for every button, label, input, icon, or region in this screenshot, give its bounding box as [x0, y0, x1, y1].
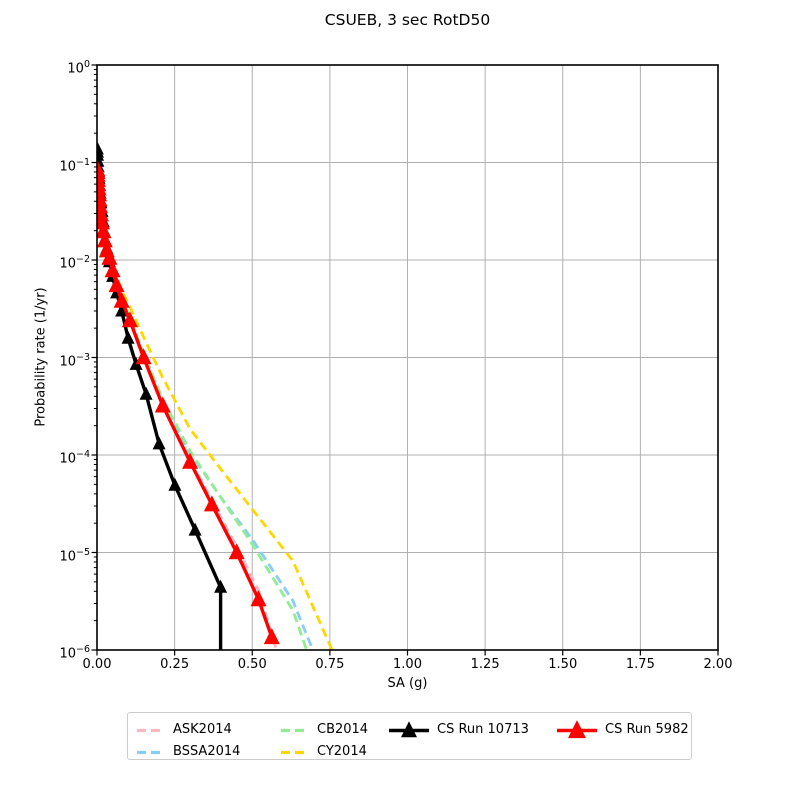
x-tick-label: 0.25 — [160, 657, 190, 672]
series-cb2014-line — [96, 171, 308, 651]
y-tick-label: 10−5 — [59, 546, 90, 564]
x-tick-label: 1.00 — [393, 657, 422, 672]
series-cs-run-10713-markers — [96, 141, 228, 593]
triangle-marker — [188, 522, 202, 536]
triangle-marker — [121, 311, 138, 328]
tick-marks — [91, 64, 719, 656]
triangle-marker — [101, 248, 118, 265]
legend-line-triangle-swatch — [389, 721, 429, 738]
x-tick-label: 0.75 — [315, 657, 345, 672]
series-bssa2014-line — [96, 172, 315, 651]
x-tick-label: 1.25 — [470, 657, 500, 672]
triangle-marker — [135, 348, 152, 365]
legend-entry-bssa2014: BSSA2014 — [135, 742, 240, 762]
triangle-marker — [96, 205, 109, 222]
x-tick-label: 0.00 — [82, 657, 112, 672]
x-tick-label: 1.50 — [548, 657, 578, 672]
legend-entry-cb2014: CB2014 — [279, 720, 368, 740]
x-axis-label: SA (g) — [387, 676, 428, 691]
triangle-marker — [182, 452, 199, 469]
triangle-marker — [113, 291, 130, 308]
x-tick-label: 0.50 — [237, 657, 267, 672]
triangle-marker — [96, 222, 112, 239]
x-tick-label: 2.00 — [703, 657, 733, 672]
triangle-marker — [250, 590, 267, 607]
triangle-marker — [263, 628, 280, 645]
legend-dashed-line-swatch — [281, 750, 307, 755]
y-tick-label: 100 — [67, 59, 90, 77]
legend-label: CS Run 5982 — [605, 722, 689, 737]
legend-entry-ask2014: ASK2014 — [135, 720, 232, 740]
triangle-marker — [96, 231, 113, 248]
legend-line-triangle-swatch — [557, 720, 597, 739]
series-group — [96, 141, 334, 651]
triangle-marker — [121, 330, 135, 344]
triangle-marker — [214, 579, 228, 593]
triangle-marker — [139, 386, 153, 400]
y-tick-label: 10−4 — [59, 449, 90, 467]
legend-triangle-marker — [568, 720, 586, 739]
legend-entry-cy2014: CY2014 — [279, 742, 367, 762]
legend-entry-cs-run-10713: CS Run 10713 — [389, 720, 529, 740]
y-tick-label: 10−2 — [59, 254, 90, 272]
triangle-marker — [96, 213, 110, 230]
legend-dashed-line-swatch — [137, 728, 163, 733]
legend-label: CS Run 10713 — [437, 722, 529, 737]
triangle-marker — [228, 543, 245, 560]
legend-label: CY2014 — [317, 744, 367, 759]
legend-label: ASK2014 — [173, 722, 232, 737]
series-cy2014-line — [96, 171, 334, 651]
x-tick-label: 1.75 — [625, 657, 655, 672]
triangle-marker — [203, 495, 220, 512]
triangle-marker — [168, 477, 182, 491]
y-tick-label: 10−3 — [59, 351, 90, 369]
triangle-marker — [154, 396, 171, 413]
y-tick-label: 10−6 — [59, 644, 90, 662]
legend-label: BSSA2014 — [173, 744, 241, 759]
triangle-marker — [115, 303, 129, 317]
triangle-marker — [152, 436, 166, 450]
series-cs-run-5982-markers — [96, 160, 280, 645]
triangle-marker — [108, 276, 125, 293]
legend: ASK2014 BSSA2014 CB2014 CY2014 CS Run 10713 C… — [127, 712, 692, 760]
legend-dashed-line-swatch — [281, 728, 307, 733]
y-tick-label: 10−1 — [59, 156, 90, 174]
triangle-marker — [104, 261, 121, 278]
legend-triangle-marker — [401, 721, 417, 738]
legend-dashed-line-swatch — [137, 750, 163, 755]
grid-lines — [96, 64, 719, 651]
legend-entry-cs-run-5982: CS Run 5982 — [557, 720, 689, 740]
chart-title: CSUEB, 3 sec RotD50 — [324, 11, 491, 29]
legend-label: CB2014 — [317, 722, 369, 737]
